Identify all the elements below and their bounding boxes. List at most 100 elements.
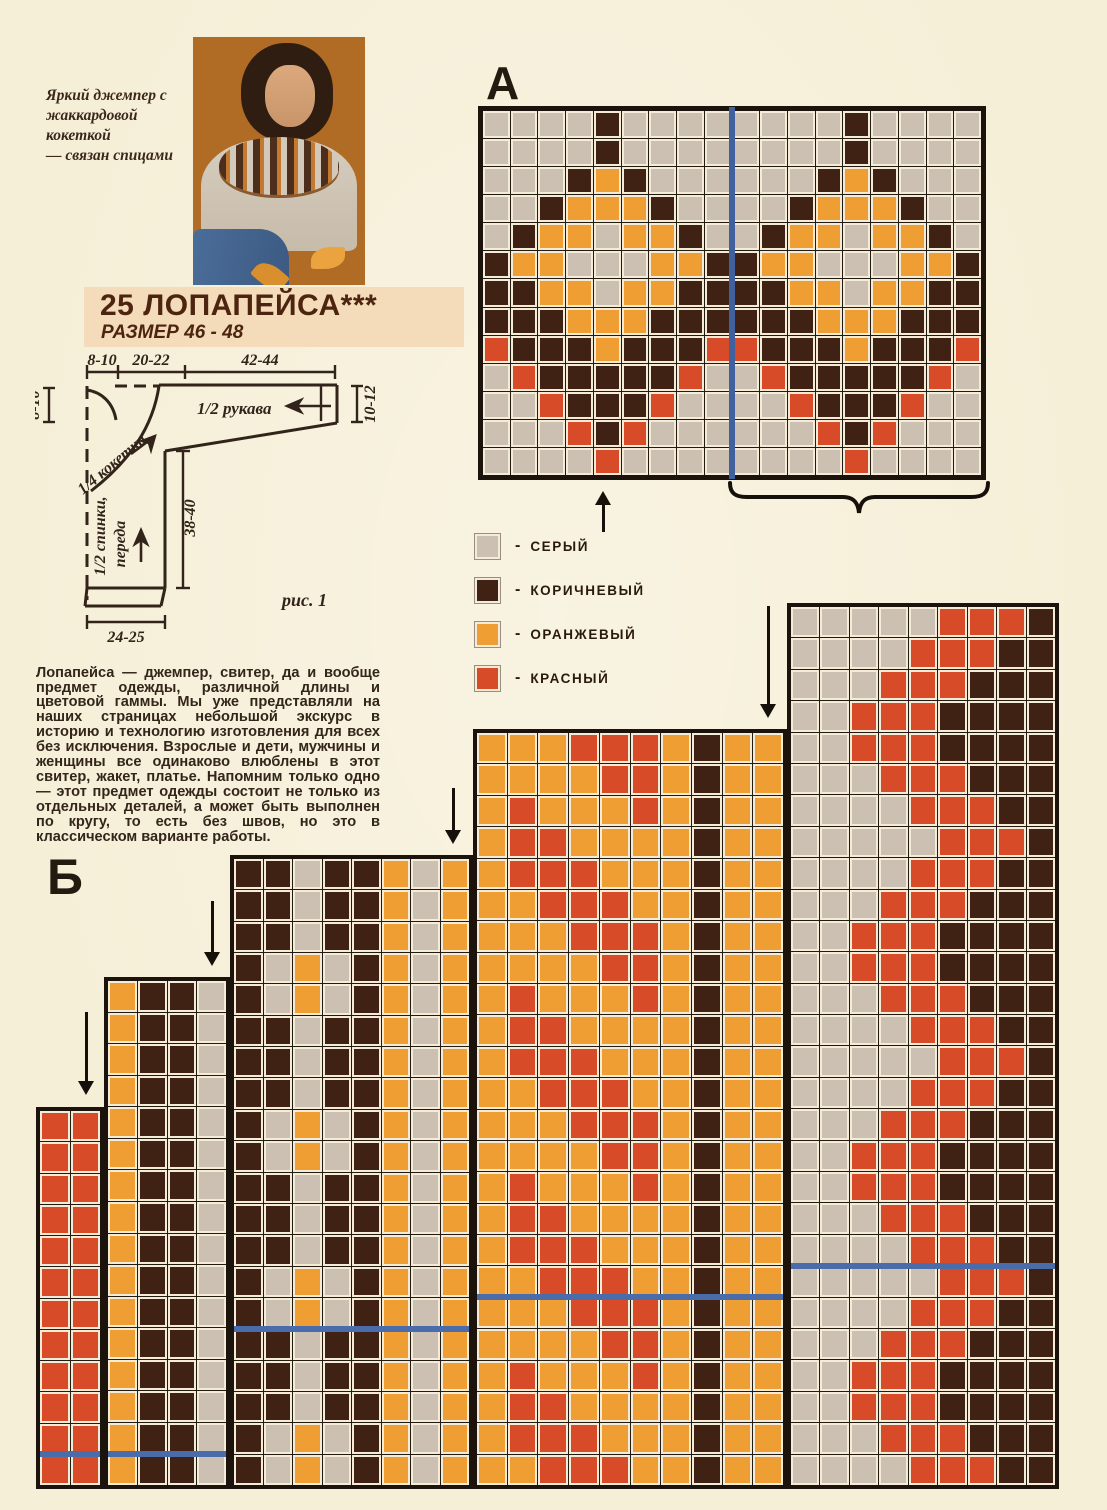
chart-cell-G bbox=[263, 1266, 292, 1297]
chart-cell-B bbox=[997, 763, 1026, 795]
chart-cell-O bbox=[440, 859, 469, 890]
chart-cell-O bbox=[599, 1360, 630, 1391]
chart-cell-O bbox=[381, 1391, 410, 1423]
chart-cell-G bbox=[538, 419, 566, 447]
chart-cell-G bbox=[704, 447, 732, 475]
chart-cell-G bbox=[411, 1172, 440, 1203]
chart-cell-B bbox=[926, 335, 954, 363]
chart-cell-B bbox=[538, 307, 566, 335]
chart-cell-B bbox=[691, 1235, 722, 1266]
chart-cell-G bbox=[791, 701, 820, 732]
chart-a bbox=[478, 106, 986, 480]
chart-cell-R bbox=[507, 1046, 538, 1078]
chart-cell-O bbox=[722, 1140, 753, 1172]
chart-cell-G bbox=[815, 251, 843, 279]
chart-cell-G bbox=[849, 1297, 879, 1329]
chart-cell-O bbox=[753, 1109, 783, 1140]
chart-cell-G bbox=[411, 984, 440, 1015]
chart-cell-O bbox=[381, 953, 410, 984]
chart-cell-G bbox=[791, 763, 820, 795]
chart-cell-O bbox=[477, 1329, 507, 1360]
chart-cell-G bbox=[510, 167, 538, 195]
chart-cell-G bbox=[293, 1329, 322, 1360]
chart-cell-B bbox=[322, 921, 351, 953]
chart-cell-B bbox=[352, 1297, 381, 1329]
chart-cell-G bbox=[849, 1423, 879, 1454]
chart-cell-B bbox=[704, 279, 732, 307]
chart-b-step-3 bbox=[230, 855, 473, 1489]
step-arrow-icon-4 bbox=[760, 606, 776, 718]
chart-cell-B bbox=[677, 279, 704, 307]
chart-cell-O bbox=[477, 1203, 507, 1234]
chart-cell-O bbox=[815, 195, 843, 223]
chart-cell-G bbox=[879, 1297, 908, 1329]
chart-cell-O bbox=[722, 1046, 753, 1078]
chart-cell-B bbox=[322, 1015, 351, 1047]
chart-cell-O bbox=[722, 1454, 753, 1485]
chart-cell-O bbox=[661, 1360, 691, 1391]
chart-cell-O bbox=[898, 251, 926, 279]
chart-cell-B bbox=[997, 1172, 1026, 1203]
chart-cell-B bbox=[997, 795, 1026, 826]
chart-cell-R bbox=[538, 1391, 569, 1423]
round-marker-line bbox=[234, 1325, 469, 1332]
chart-cell-B bbox=[787, 195, 815, 223]
chart-cell-G bbox=[791, 1140, 820, 1172]
chart-cell-R bbox=[908, 795, 938, 826]
chart-cell-O bbox=[630, 1235, 661, 1266]
chart-cell-B bbox=[926, 279, 954, 307]
label-body-1: 1/2 спинки, bbox=[92, 496, 109, 575]
chart-cell-R bbox=[879, 1140, 908, 1172]
chart-cell-B bbox=[967, 1360, 997, 1391]
chart-cell-R bbox=[593, 447, 621, 475]
chart-a-label: А bbox=[486, 57, 520, 109]
chart-cell-R bbox=[898, 391, 926, 419]
chart-cell-R bbox=[849, 732, 879, 763]
chart-cell-G bbox=[820, 1454, 849, 1485]
chart-cell-B bbox=[967, 1140, 997, 1172]
chart-cell-B bbox=[938, 732, 967, 763]
chart-cell-R bbox=[908, 763, 938, 795]
chart-cell-G bbox=[411, 1235, 440, 1266]
chart-cell-B bbox=[234, 1015, 263, 1047]
chart-cell-G bbox=[732, 391, 760, 419]
chart-cell-R bbox=[507, 984, 538, 1015]
chart-cell-G bbox=[879, 607, 908, 638]
chart-cell-G bbox=[926, 391, 954, 419]
chart-cell-O bbox=[477, 1172, 507, 1203]
chart-cell-O bbox=[440, 1109, 469, 1141]
chart-cell-O bbox=[753, 1360, 783, 1391]
chart-cell-O bbox=[440, 1266, 469, 1297]
chart-cell-B bbox=[510, 279, 538, 307]
chart-cell-B bbox=[649, 307, 677, 335]
chart-cell-B bbox=[167, 1170, 197, 1201]
legend-item: - ОРАНЖЕВЫЙ bbox=[474, 620, 636, 648]
chart-cell-B bbox=[954, 307, 981, 335]
chart-cell-G bbox=[908, 826, 938, 858]
chart-cell-B bbox=[593, 391, 621, 419]
chart-cell-O bbox=[722, 921, 753, 952]
chart-cell-G bbox=[820, 1140, 849, 1172]
chart-cell-O bbox=[381, 1078, 410, 1109]
chart-cell-G bbox=[483, 223, 510, 251]
chart-cell-B bbox=[234, 1235, 263, 1266]
chart-cell-G bbox=[677, 447, 704, 475]
chart-cell-B bbox=[997, 889, 1026, 920]
chart-cell-G bbox=[760, 447, 787, 475]
chart-cell-G bbox=[510, 419, 538, 447]
chart-cell-O bbox=[599, 827, 630, 858]
chart-cell-B bbox=[352, 1078, 381, 1109]
chart-cell-O bbox=[538, 764, 569, 795]
chart-cell-B bbox=[167, 1391, 197, 1422]
chart-cell-O bbox=[477, 1297, 507, 1329]
chart-cell-G bbox=[197, 1265, 226, 1296]
chart-cell-B bbox=[352, 1329, 381, 1360]
chart-cell-B bbox=[234, 1360, 263, 1391]
chart-cell-R bbox=[70, 1111, 100, 1142]
chart-cell-B bbox=[137, 1391, 167, 1422]
chart-cell-O bbox=[477, 827, 507, 858]
chart-cell-G bbox=[704, 195, 732, 223]
chart-cell-O bbox=[661, 733, 691, 764]
chart-cell-R bbox=[599, 1329, 630, 1360]
chart-cell-G bbox=[293, 1047, 322, 1078]
